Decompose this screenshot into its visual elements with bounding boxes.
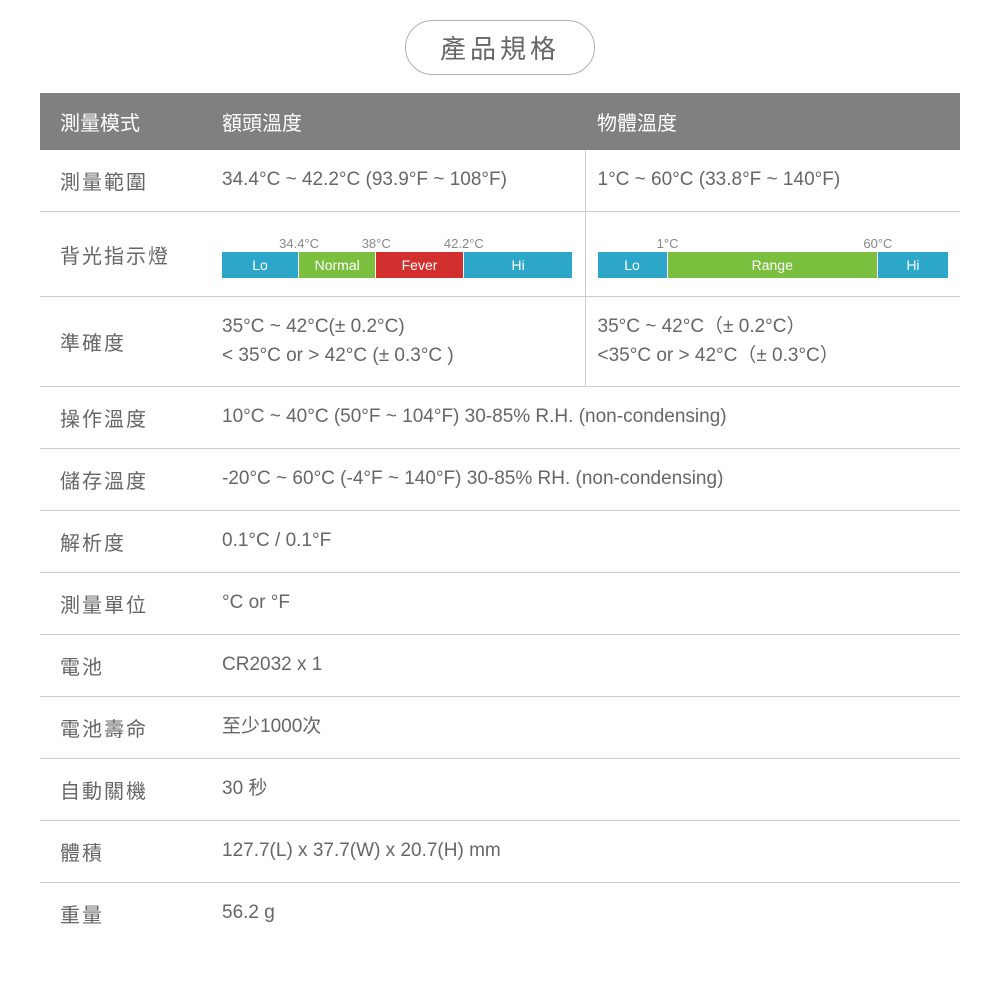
value-backlight-forehead: 34.4°C38°C42.2°C LoNormalFeverHi bbox=[210, 212, 585, 297]
value-range-object: 1°C ~ 60°C (33.8°F ~ 140°F) bbox=[585, 150, 960, 212]
label-backlight: 背光指示燈 bbox=[40, 212, 210, 297]
label-storage: 儲存溫度 bbox=[40, 449, 210, 511]
accuracy-forehead-line1: 35°C ~ 42°C(± 0.2°C) bbox=[222, 313, 573, 342]
indicator-segment: Fever bbox=[376, 252, 464, 278]
tick-label: 1°C bbox=[657, 234, 679, 254]
header-forehead: 額頭溫度 bbox=[210, 93, 585, 150]
indicator-segment: Range bbox=[668, 252, 878, 278]
row-unit: 測量單位 °C or °F bbox=[40, 573, 960, 635]
indicator-segment: Lo bbox=[598, 252, 668, 278]
label-operating: 操作溫度 bbox=[40, 387, 210, 449]
title-container: 產品規格 bbox=[40, 20, 960, 75]
object-tick-labels: 1°C60°C bbox=[598, 234, 949, 250]
accuracy-forehead-line2: < 35°C or > 42°C (± 0.3°C ) bbox=[222, 342, 573, 371]
row-range: 測量範圍 34.4°C ~ 42.2°C (93.9°F ~ 108°F) 1°… bbox=[40, 150, 960, 212]
indicator-segment: Lo bbox=[222, 252, 299, 278]
forehead-indicator-bar: LoNormalFeverHi bbox=[222, 252, 573, 278]
row-autooff: 自動關機 30 秒 bbox=[40, 759, 960, 821]
label-resolution: 解析度 bbox=[40, 511, 210, 573]
spec-table: 測量模式 額頭溫度 物體溫度 測量範圍 34.4°C ~ 42.2°C (93.… bbox=[40, 93, 960, 944]
indicator-segment: Hi bbox=[464, 252, 573, 278]
value-accuracy-object: 35°C ~ 42°C（± 0.2°C） <35°C or > 42°C（± 0… bbox=[585, 297, 960, 387]
forehead-indicator: 34.4°C38°C42.2°C LoNormalFeverHi bbox=[222, 228, 573, 280]
object-indicator: 1°C60°C LoRangeHi bbox=[598, 228, 949, 280]
forehead-tick-labels: 34.4°C38°C42.2°C bbox=[222, 234, 573, 250]
accuracy-object-line2: <35°C or > 42°C（± 0.3°C） bbox=[598, 342, 949, 371]
value-backlight-object: 1°C60°C LoRangeHi bbox=[585, 212, 960, 297]
row-battlife: 電池壽命 至少1000次 bbox=[40, 697, 960, 759]
tick-label: 34.4°C bbox=[279, 234, 319, 254]
label-unit: 測量單位 bbox=[40, 573, 210, 635]
page-title: 產品規格 bbox=[405, 20, 595, 75]
value-operating: 10°C ~ 40°C (50°F ~ 104°F) 30-85% R.H. (… bbox=[210, 387, 960, 449]
value-weight: 56.2 g bbox=[210, 883, 960, 945]
value-resolution: 0.1°C / 0.1°F bbox=[210, 511, 960, 573]
row-backlight: 背光指示燈 34.4°C38°C42.2°C LoNormalFeverHi 1… bbox=[40, 212, 960, 297]
accuracy-object-line1: 35°C ~ 42°C（± 0.2°C） bbox=[598, 313, 949, 342]
row-accuracy: 準確度 35°C ~ 42°C(± 0.2°C) < 35°C or > 42°… bbox=[40, 297, 960, 387]
row-weight: 重量 56.2 g bbox=[40, 883, 960, 945]
indicator-segment: Hi bbox=[878, 252, 948, 278]
value-battery: CR2032 x 1 bbox=[210, 635, 960, 697]
label-battlife: 電池壽命 bbox=[40, 697, 210, 759]
value-storage: -20°C ~ 60°C (-4°F ~ 140°F) 30-85% RH. (… bbox=[210, 449, 960, 511]
row-battery: 電池 CR2032 x 1 bbox=[40, 635, 960, 697]
label-weight: 重量 bbox=[40, 883, 210, 945]
value-size: 127.7(L) x 37.7(W) x 20.7(H) mm bbox=[210, 821, 960, 883]
label-accuracy: 準確度 bbox=[40, 297, 210, 387]
table-header-row: 測量模式 額頭溫度 物體溫度 bbox=[40, 93, 960, 150]
row-operating: 操作溫度 10°C ~ 40°C (50°F ~ 104°F) 30-85% R… bbox=[40, 387, 960, 449]
indicator-segment: Normal bbox=[299, 252, 376, 278]
tick-label: 60°C bbox=[863, 234, 892, 254]
label-battery: 電池 bbox=[40, 635, 210, 697]
header-object: 物體溫度 bbox=[585, 93, 960, 150]
value-autooff: 30 秒 bbox=[210, 759, 960, 821]
value-range-forehead: 34.4°C ~ 42.2°C (93.9°F ~ 108°F) bbox=[210, 150, 585, 212]
row-resolution: 解析度 0.1°C / 0.1°F bbox=[40, 511, 960, 573]
value-accuracy-forehead: 35°C ~ 42°C(± 0.2°C) < 35°C or > 42°C (±… bbox=[210, 297, 585, 387]
row-size: 體積 127.7(L) x 37.7(W) x 20.7(H) mm bbox=[40, 821, 960, 883]
label-autooff: 自動關機 bbox=[40, 759, 210, 821]
tick-label: 38°C bbox=[362, 234, 391, 254]
label-size: 體積 bbox=[40, 821, 210, 883]
value-unit: °C or °F bbox=[210, 573, 960, 635]
value-battlife: 至少1000次 bbox=[210, 697, 960, 759]
tick-label: 42.2°C bbox=[444, 234, 484, 254]
label-range: 測量範圍 bbox=[40, 150, 210, 212]
row-storage: 儲存溫度 -20°C ~ 60°C (-4°F ~ 140°F) 30-85% … bbox=[40, 449, 960, 511]
object-indicator-bar: LoRangeHi bbox=[598, 252, 949, 278]
header-mode: 測量模式 bbox=[40, 93, 210, 150]
